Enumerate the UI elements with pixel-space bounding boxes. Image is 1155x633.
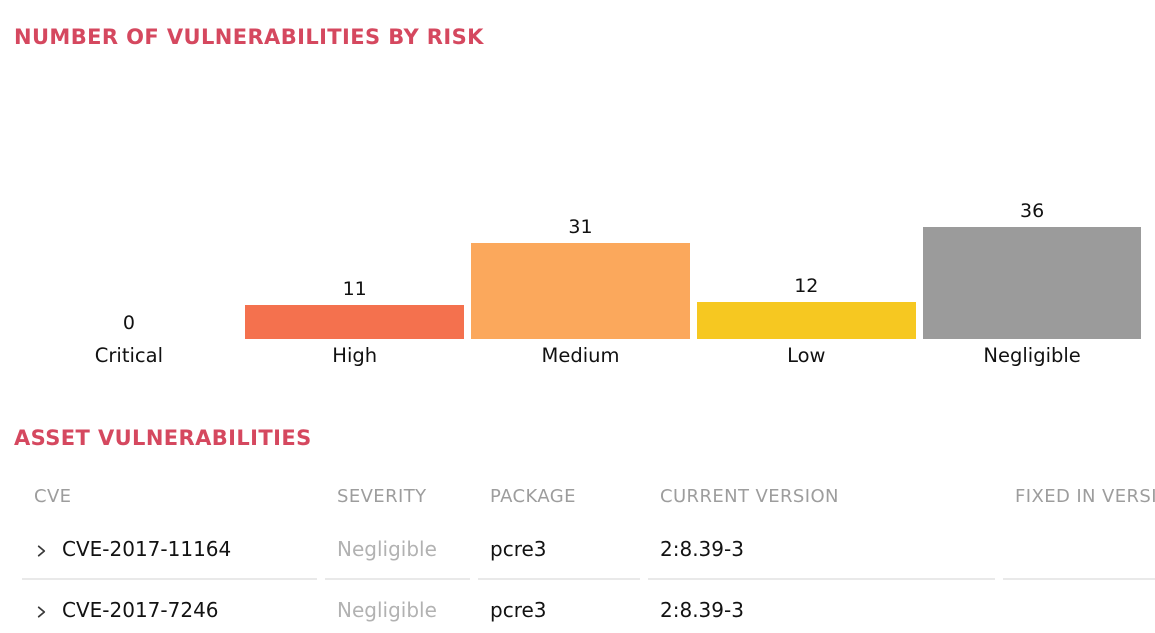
bar-value-label-low: 12: [794, 275, 819, 297]
bar-negligible[interactable]: [922, 227, 1142, 339]
vulnerabilities-by-risk-chart: 0 11 31 12 36 Critical High Medium Low Negligibl…: [0, 194, 1155, 367]
asset-vulnerabilities-table-container: CVE SEVERITY PACKAGE CURRENT VERSION FIXED I…: [0, 450, 1155, 633]
chart-slot-low: 12: [693, 194, 919, 339]
column-header-severity: SEVERITY: [337, 486, 427, 507]
category-label-negligible: Negligible: [983, 344, 1081, 367]
cell-severity: Negligible: [325, 519, 470, 580]
cell-cve: CVE-2017-7246: [22, 580, 317, 633]
chart-slot-critical: 0: [16, 194, 242, 339]
cell-current_version: 2:8.39-3: [648, 580, 995, 633]
cve-cell-content: CVE-2017-7246: [34, 599, 317, 622]
column-header-cve: CVE: [34, 486, 72, 507]
table-header: CVE SEVERITY PACKAGE CURRENT VERSION FIXED I…: [22, 478, 1155, 519]
cve-id-text: CVE-2017-11164: [62, 537, 232, 561]
cve-cell-content: CVE-2017-11164: [34, 538, 317, 561]
bar-value-label-negligible: 36: [1019, 200, 1045, 222]
cell-current_version: 2:8.39-3: [648, 519, 995, 580]
cell-cve: CVE-2017-11164: [22, 519, 317, 580]
column-header-package: PACKAGE: [490, 486, 576, 507]
chart-bars-area: 0 11 31 12 36: [16, 194, 1145, 339]
asset-vulnerabilities-table: CVE SEVERITY PACKAGE CURRENT VERSION FIXED I…: [14, 478, 1155, 633]
column-header-fixed_in_version: FIXED IN VERSION: [1015, 486, 1155, 507]
bar-medium[interactable]: [471, 243, 690, 339]
cell-package: pcre3: [478, 519, 640, 580]
chart-slot-medium: 31: [468, 194, 694, 339]
cell-fixed_in_version: [1003, 519, 1155, 580]
category-label-high: High: [332, 344, 378, 367]
column-header-current_version: CURRENT VERSION: [660, 486, 839, 507]
cell-fixed_in_version: [1003, 580, 1155, 633]
bar-high[interactable]: [245, 305, 465, 339]
chart-slot-high: 11: [242, 194, 468, 339]
chevron-right-icon[interactable]: [34, 543, 49, 559]
chart-section-title: NUMBER OF VULNERABILITIES BY RISK: [14, 25, 484, 49]
table-body: CVE-2017-11164 Negligible pcre3 2:8.39-3 CVE…: [22, 519, 1155, 633]
cve-id-text: CVE-2017-7246: [62, 598, 219, 622]
category-label-low: Low: [787, 344, 826, 367]
table-section-title: ASSET VULNERABILITIES: [14, 426, 312, 450]
bar-value-label-critical: 0: [122, 312, 135, 334]
table-row[interactable]: CVE-2017-11164 Negligible pcre3 2:8.39-3: [22, 519, 1155, 580]
bar-value-label-medium: 31: [568, 216, 593, 238]
chevron-right-icon[interactable]: [34, 604, 49, 620]
table-header-row: CVE SEVERITY PACKAGE CURRENT VERSION FIXED I…: [22, 478, 1155, 519]
cell-package: pcre3: [478, 580, 640, 633]
table-row[interactable]: CVE-2017-7246 Negligible pcre3 2:8.39-3: [22, 580, 1155, 633]
category-label-medium: Medium: [541, 344, 620, 367]
cell-severity: Negligible: [325, 580, 470, 633]
bar-value-label-high: 11: [342, 278, 367, 300]
category-label-critical: Critical: [94, 344, 163, 367]
chart-category-labels: Critical High Medium Low Negligible: [16, 345, 1145, 367]
bar-low[interactable]: [696, 302, 916, 339]
chart-slot-negligible: 36: [919, 194, 1145, 339]
